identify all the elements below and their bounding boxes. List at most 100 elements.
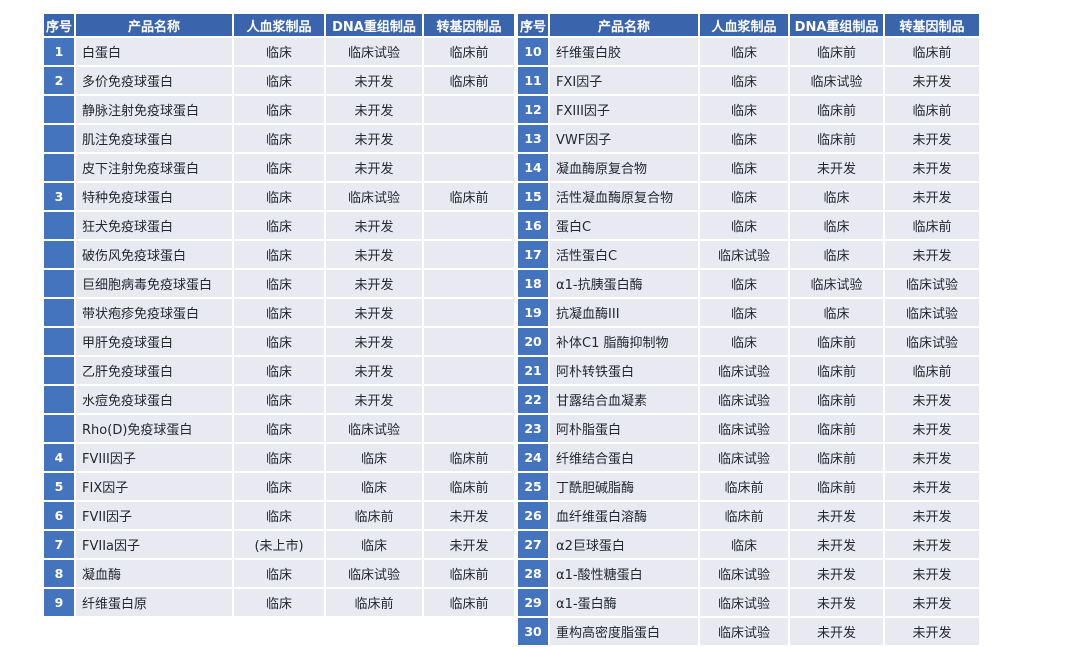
plasma-status-cell: 临床 [700, 183, 789, 210]
transgenic-status-cell: 未开发 [885, 618, 980, 645]
transgenic-status-cell: 未开发 [885, 125, 980, 152]
table-row: 水痘免疫球蛋白 临床 未开发 [44, 386, 515, 413]
plasma-status-cell: 临床 [234, 125, 325, 152]
plasma-status-cell: 临床试验 [700, 589, 789, 616]
product-name-cell: 破伤风免疫球蛋白 [76, 241, 233, 268]
transgenic-status-cell: 未开发 [424, 502, 515, 529]
dna-status-cell: 临床前 [790, 328, 884, 355]
table-row: 30 重构高密度脂蛋白 临床试验 未开发 未开发 [518, 618, 980, 645]
col-header-dna: DNA重组制品 [326, 14, 423, 36]
row-index-cell: 27 [518, 531, 549, 558]
transgenic-status-cell: 未开发 [885, 183, 980, 210]
table-row: 1 白蛋白 临床 临床试验 临床前 [44, 38, 515, 65]
dna-status-cell: 临床试验 [790, 270, 884, 297]
transgenic-status-cell: 临床前 [885, 357, 980, 384]
col-header-dna: DNA重组制品 [790, 14, 884, 36]
plasma-status-cell: (未上市) [234, 531, 325, 558]
product-name-cell: 蛋白C [550, 212, 699, 239]
dna-status-cell: 临床 [790, 299, 884, 326]
row-index-cell: 21 [518, 357, 549, 384]
dna-status-cell: 临床试验 [326, 415, 423, 442]
transgenic-status-cell: 临床前 [424, 473, 515, 500]
product-name-cell: 抗凝血酶III [550, 299, 699, 326]
product-name-cell: 狂犬免疫球蛋白 [76, 212, 233, 239]
table-row: 9 纤维蛋白原 临床 临床前 临床前 [44, 589, 515, 616]
dna-status-cell: 临床前 [790, 357, 884, 384]
pipeline-table-left: 序号 产品名称 人血浆制品 DNA重组制品 转基因制品 1 白蛋白 临床 临床试验 临床… [42, 12, 516, 618]
row-index-cell [44, 241, 75, 268]
table-row: 肌注免疫球蛋白 临床 未开发 [44, 125, 515, 152]
row-index-cell [44, 125, 75, 152]
col-header-plasma: 人血浆制品 [234, 14, 325, 36]
dna-status-cell: 未开发 [326, 270, 423, 297]
dna-status-cell: 临床前 [790, 38, 884, 65]
transgenic-status-cell: 临床前 [885, 38, 980, 65]
product-name-cell: 重构高密度脂蛋白 [550, 618, 699, 645]
product-name-cell: 补体C1 脂酶抑制物 [550, 328, 699, 355]
table-row: 破伤风免疫球蛋白 临床 未开发 [44, 241, 515, 268]
transgenic-status-cell: 未开发 [885, 444, 980, 471]
transgenic-status-cell: 未开发 [885, 589, 980, 616]
plasma-status-cell: 临床试验 [700, 357, 789, 384]
row-index-cell: 23 [518, 415, 549, 442]
header-row: 序号 产品名称 人血浆制品 DNA重组制品 转基因制品 [518, 14, 980, 36]
transgenic-status-cell [424, 212, 515, 239]
row-index-cell: 25 [518, 473, 549, 500]
dna-status-cell: 未开发 [326, 96, 423, 123]
transgenic-status-cell [424, 328, 515, 355]
plasma-status-cell: 临床试验 [700, 415, 789, 442]
dna-status-cell: 未开发 [790, 560, 884, 587]
dna-status-cell: 未开发 [790, 531, 884, 558]
dna-status-cell: 未开发 [790, 589, 884, 616]
table-row: 25 丁酰胆碱脂酶 临床前 临床前 未开发 [518, 473, 980, 500]
transgenic-status-cell: 临床前 [424, 67, 515, 94]
row-index-cell: 4 [44, 444, 75, 471]
dna-status-cell: 临床试验 [790, 67, 884, 94]
table-row: 21 阿朴转铁蛋白 临床试验 临床前 临床前 [518, 357, 980, 384]
transgenic-status-cell: 临床试验 [885, 299, 980, 326]
transgenic-status-cell [424, 125, 515, 152]
plasma-status-cell: 临床 [234, 241, 325, 268]
dna-status-cell: 未开发 [326, 125, 423, 152]
plasma-status-cell: 临床 [234, 38, 325, 65]
col-header-index: 序号 [44, 14, 75, 36]
row-index-cell: 1 [44, 38, 75, 65]
plasma-status-cell: 临床试验 [700, 241, 789, 268]
transgenic-status-cell: 未开发 [885, 502, 980, 529]
table-row: 13 VWF因子 临床 临床前 未开发 [518, 125, 980, 152]
row-index-cell [44, 154, 75, 181]
dna-status-cell: 未开发 [326, 67, 423, 94]
row-index-cell [44, 270, 75, 297]
plasma-status-cell: 临床试验 [700, 386, 789, 413]
row-index-cell: 19 [518, 299, 549, 326]
plasma-status-cell: 临床 [234, 183, 325, 210]
table-row: 23 阿朴脂蛋白 临床试验 临床前 未开发 [518, 415, 980, 442]
product-name-cell: 凝血酶原复合物 [550, 154, 699, 181]
plasma-status-cell: 临床 [700, 125, 789, 152]
transgenic-status-cell: 未开发 [424, 531, 515, 558]
plasma-status-cell: 临床试验 [700, 444, 789, 471]
plasma-status-cell: 临床 [700, 270, 789, 297]
header-row: 序号 产品名称 人血浆制品 DNA重组制品 转基因制品 [44, 14, 515, 36]
row-index-cell [44, 328, 75, 355]
transgenic-status-cell: 临床前 [424, 183, 515, 210]
row-index-cell: 9 [44, 589, 75, 616]
product-name-cell: FVIII因子 [76, 444, 233, 471]
product-name-cell: Rho(D)免疫球蛋白 [76, 415, 233, 442]
table-row: 静脉注射免疫球蛋白 临床 未开发 [44, 96, 515, 123]
dna-status-cell: 临床 [790, 183, 884, 210]
product-pipeline-tables: 序号 产品名称 人血浆制品 DNA重组制品 转基因制品 1 白蛋白 临床 临床试验 临床… [42, 12, 981, 647]
row-index-cell: 5 [44, 473, 75, 500]
dna-status-cell: 未开发 [326, 386, 423, 413]
table-row: 27 α2巨球蛋白 临床 未开发 未开发 [518, 531, 980, 558]
plasma-status-cell: 临床 [234, 96, 325, 123]
row-index-cell: 8 [44, 560, 75, 587]
product-name-cell: 活性蛋白C [550, 241, 699, 268]
transgenic-status-cell: 临床前 [424, 589, 515, 616]
table-row: 乙肝免疫球蛋白 临床 未开发 [44, 357, 515, 384]
table-row: 2 多价免疫球蛋白 临床 未开发 临床前 [44, 67, 515, 94]
row-index-cell: 15 [518, 183, 549, 210]
product-name-cell: 甲肝免疫球蛋白 [76, 328, 233, 355]
dna-status-cell: 临床前 [790, 125, 884, 152]
table-row: 29 α1-蛋白酶 临床试验 未开发 未开发 [518, 589, 980, 616]
